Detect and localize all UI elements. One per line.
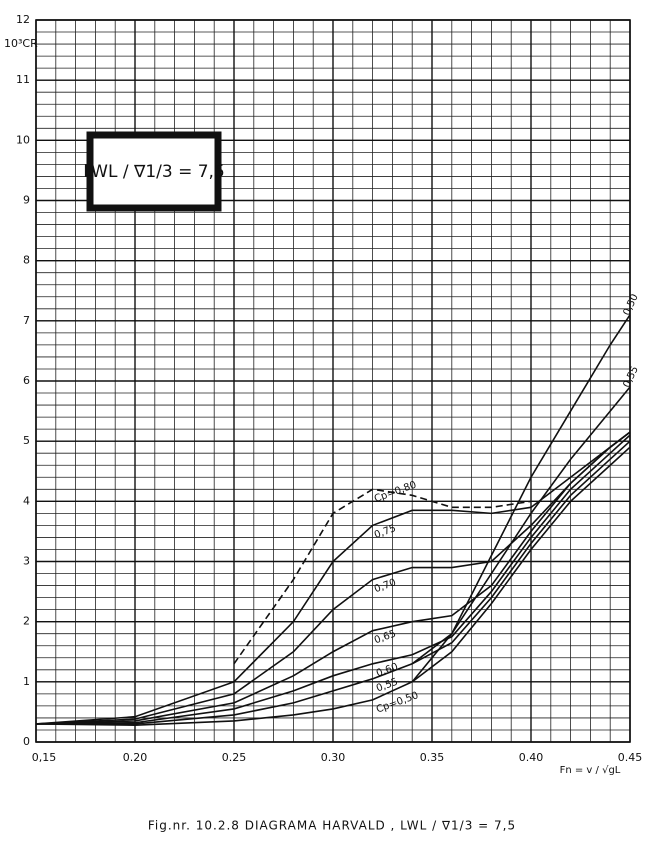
box-label: LWL / ∇1/3 = 7,5	[83, 162, 225, 182]
caption: Fig.nr. 10.2.8 DIAGRAMA HARVALD , LWL / …	[148, 819, 516, 833]
series-line	[35, 434, 631, 725]
y-tick-label: 4	[23, 494, 30, 507]
y-tick-label: 6	[23, 374, 30, 387]
x-tick-label: 0.40	[519, 751, 544, 764]
series-line	[411, 314, 631, 683]
series-label: 0,55	[621, 365, 640, 390]
x-tick-label: 0.20	[123, 751, 148, 764]
series-line	[411, 386, 631, 665]
x-tick-label: 0,15	[32, 751, 57, 764]
series-line	[35, 431, 631, 725]
y-tick-label: 2	[23, 615, 30, 628]
y-axis-label: 10³CR	[4, 37, 38, 50]
y-tick-label: 9	[23, 194, 30, 207]
x-tick-label: 0.35	[420, 751, 445, 764]
y-tick-label: 1	[23, 675, 30, 688]
x-tick-label: 0.45	[618, 751, 643, 764]
series-label: 0,70	[373, 577, 398, 595]
y-tick-label: 8	[23, 254, 30, 267]
series-label: 0,50	[621, 293, 640, 318]
y-tick-label: 10	[16, 133, 30, 146]
y-tick-label: 0	[23, 735, 30, 748]
x-axis-label: Fn = v / √gL	[560, 765, 621, 776]
plot-frame	[35, 19, 631, 743]
y-tick-label: 12	[16, 13, 30, 26]
x-tick-label: 0.30	[321, 751, 346, 764]
x-tick-label: 0.25	[222, 751, 247, 764]
y-tick-label: 7	[23, 314, 30, 327]
series-line	[233, 488, 532, 665]
series-line	[35, 431, 631, 725]
series-label: 0,65	[373, 628, 398, 646]
y-tick-label: 3	[23, 555, 30, 568]
y-tick-label: 5	[23, 434, 30, 447]
y-tick-label: 11	[16, 73, 30, 86]
ratio-box	[86, 131, 222, 212]
